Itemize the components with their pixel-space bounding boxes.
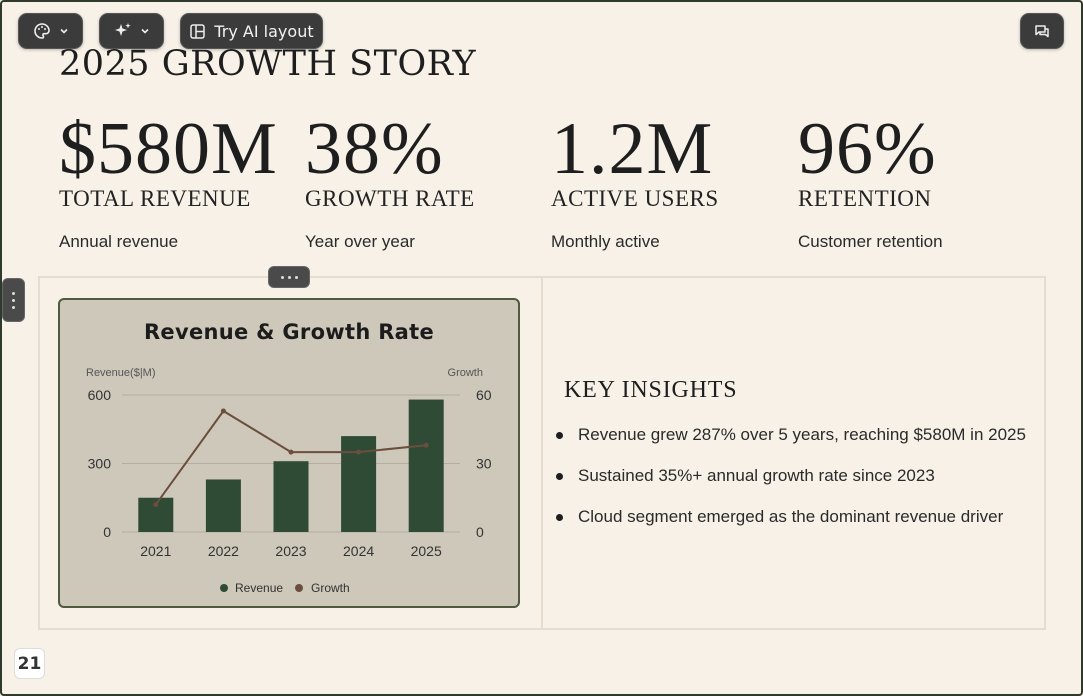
bullet-icon xyxy=(556,432,563,439)
column-divider xyxy=(541,277,543,629)
ai-assist-button[interactable] xyxy=(99,13,164,49)
palette-icon xyxy=(33,23,50,39)
x-tick-label: 2024 xyxy=(343,543,374,559)
column-resize-handle[interactable] xyxy=(268,266,310,288)
y-tick-label: 600 xyxy=(88,387,112,403)
stat-label: ACTIVE USERS xyxy=(551,186,719,211)
list-item: Sustained 35%+ annual growth rate since … xyxy=(556,464,1026,505)
list-item: Cloud segment emerged as the dominant re… xyxy=(556,505,1026,546)
revenue-bar xyxy=(408,399,444,532)
comment-icon xyxy=(1035,25,1049,38)
y-tick-label: 0 xyxy=(103,524,111,540)
growth-point xyxy=(423,442,429,448)
stat-description: Monthly active xyxy=(551,232,660,251)
stat-description: Annual revenue xyxy=(59,232,179,251)
legend-label: Revenue xyxy=(235,581,283,595)
growth-point xyxy=(356,449,362,455)
x-tick-label: 2025 xyxy=(411,543,442,559)
stat-value: $580M xyxy=(59,108,278,190)
revenue-growth-chart: Revenue($|M) Growth 0 300 600 0 30 60 2021 2022 20… xyxy=(86,367,492,595)
legend-label: Growth xyxy=(311,581,350,595)
chart-title: Revenue & Growth Rate xyxy=(143,320,435,344)
insight-text: Cloud segment emerged as the dominant re… xyxy=(578,507,1004,526)
chevron-down-icon xyxy=(59,28,68,34)
y-right-tick-label: 30 xyxy=(476,456,492,472)
stat-value: 38% xyxy=(305,108,444,190)
y-right-tick-label: 0 xyxy=(476,524,484,540)
x-tick-label: 2022 xyxy=(208,543,239,559)
growth-point xyxy=(288,449,294,455)
y-axis-right-title: Growth xyxy=(448,367,483,379)
stat-value: 96% xyxy=(798,108,937,190)
stat-retention: 96% RETENTION Customer retention xyxy=(798,112,1038,252)
insight-text: Sustained 35%+ annual growth rate since … xyxy=(578,466,935,485)
theme-button[interactable] xyxy=(18,13,83,49)
stat-value: 1.2M xyxy=(551,108,714,190)
stat-label: RETENTION xyxy=(798,186,932,211)
bullet-icon xyxy=(556,514,563,521)
revenue-bar xyxy=(273,461,309,532)
list-item: Revenue grew 287% over 5 years, reaching… xyxy=(556,423,1026,464)
stat-label: GROWTH RATE xyxy=(305,186,475,211)
sparkle-icon xyxy=(114,23,131,36)
page-title: 2025 GROWTH STORY xyxy=(59,44,477,84)
x-tick-label: 2023 xyxy=(275,543,306,559)
y-tick-label: 300 xyxy=(88,456,112,472)
bullet-icon xyxy=(556,473,563,480)
revenue-bar xyxy=(205,479,241,532)
stat-description: Year over year xyxy=(305,232,415,251)
layout-icon xyxy=(190,23,206,39)
insight-text: Revenue grew 287% over 5 years, reaching… xyxy=(578,425,1026,444)
y-right-tick-label: 60 xyxy=(476,387,492,403)
growth-point xyxy=(220,408,226,414)
x-tick-label: 2021 xyxy=(140,543,171,559)
stat-total-revenue: $580M TOTAL REVENUE Annual revenue xyxy=(59,112,299,252)
stat-growth-rate: 38% GROWTH RATE Year over year xyxy=(305,112,545,252)
legend-marker-growth xyxy=(295,584,303,592)
chevron-down-icon xyxy=(140,28,149,34)
stat-label: TOTAL REVENUE xyxy=(59,186,251,211)
try-ai-layout-button[interactable]: Try AI layout xyxy=(180,13,323,49)
legend-marker-revenue xyxy=(220,584,228,592)
try-ai-layout-label: Try AI layout xyxy=(214,21,314,41)
stat-active-users: 1.2M ACTIVE USERS Monthly active xyxy=(551,112,791,252)
growth-point xyxy=(153,502,159,508)
insights-list: Revenue grew 287% over 5 years, reaching… xyxy=(556,423,1026,546)
stat-description: Customer retention xyxy=(798,232,943,251)
comment-button[interactable] xyxy=(1020,13,1064,49)
insights-title: KEY INSIGHTS xyxy=(564,377,738,403)
block-drag-handle[interactable] xyxy=(2,278,25,322)
y-axis-title: Revenue($|M) xyxy=(86,367,156,379)
page-number[interactable]: 21 xyxy=(14,648,45,679)
